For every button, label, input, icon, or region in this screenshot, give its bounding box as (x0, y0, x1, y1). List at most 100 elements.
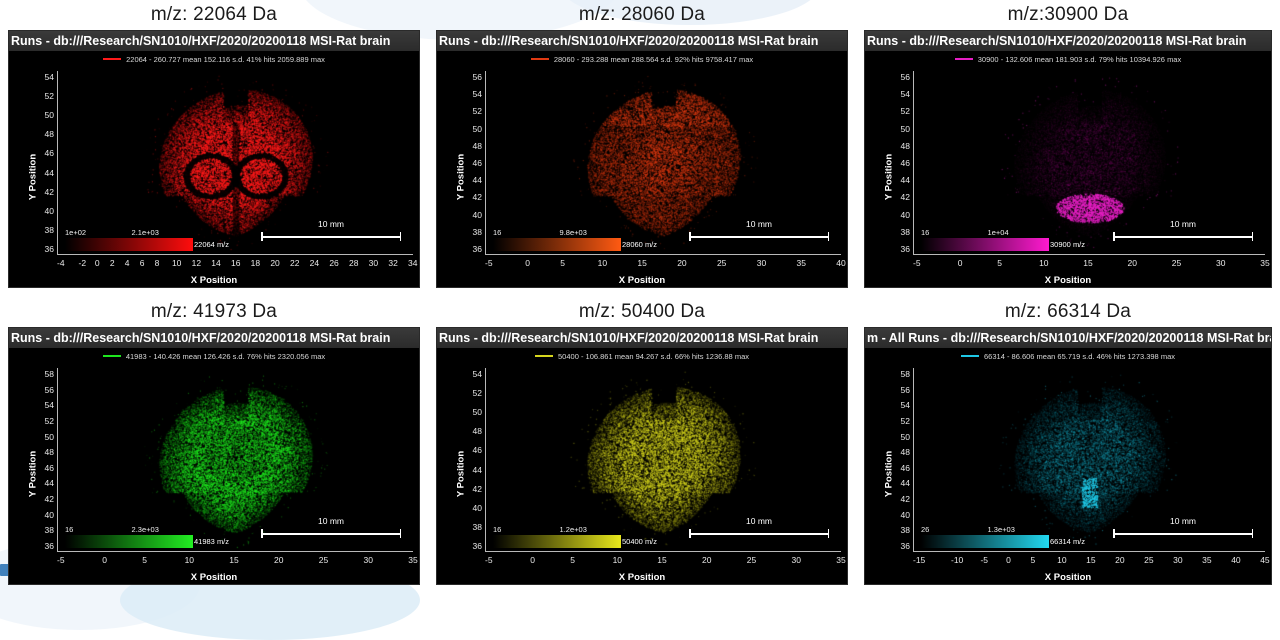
colorbar[interactable]: 26 1.3e+03 66314 m/z (921, 525, 1085, 548)
x-tick-label: 45 (1260, 555, 1270, 565)
x-tick-label: -4 (57, 258, 65, 268)
x-tick-label: 40 (1231, 555, 1241, 565)
y-tick-label: 48 (900, 140, 910, 151)
panel-title: m/z: 28060 Da (578, 4, 706, 25)
x-tick-label: 15 (229, 555, 239, 565)
x-tick-label: 22 (289, 258, 300, 268)
y-tick-label: 40 (900, 209, 910, 220)
ion-image-canvas[interactable] (486, 368, 841, 551)
x-axis-label: X Position (190, 275, 238, 286)
window-title-bar: Runs - db:///Research/SN1010/HXF/2020/20… (9, 31, 419, 51)
x-axis-line (913, 551, 1265, 552)
y-tick-label: 36 (900, 540, 910, 551)
y-tick-label: 36 (472, 243, 482, 254)
colorbar-min-label: 26 (921, 525, 930, 534)
x-tick-label: 2 (109, 258, 115, 268)
panel-grid: m/z: 22064 Da Runs - db:///Research/SN10… (0, 4, 1272, 594)
y-tick-label: 58 (44, 369, 54, 379)
scale-bar: 10 mm (261, 219, 401, 241)
ion-image-panel: m/z: 50400 Da Runs - db:///Research/SN10… (428, 297, 856, 594)
colorbar-min-label: 16 (65, 525, 74, 534)
colorbar[interactable]: 1e+02 2.1e+03 22064 m/z (65, 228, 229, 251)
y-tick-label: 40 (900, 509, 910, 520)
panel-title: m/z: 66314 Da (1004, 301, 1132, 322)
x-tick-label: 34 (408, 258, 418, 268)
y-tick-label: 52 (472, 388, 482, 399)
x-tick-label: 0 (530, 555, 535, 565)
brain-tissue-image (58, 368, 413, 551)
plot-window[interactable]: Runs - db:///Research/SN1010/HXF/2020/20… (864, 30, 1272, 288)
panel-title: m/z: 22064 Da (150, 4, 278, 25)
x-axis-line (485, 551, 841, 552)
ion-image-canvas[interactable] (914, 71, 1265, 254)
plot-window[interactable]: m - All Runs - db:///Research/SN1010/HXF… (864, 327, 1272, 585)
x-tick-labels: -5 0 5 10 15 20 25 30 35 40 (485, 257, 846, 269)
ion-image-canvas[interactable] (486, 71, 841, 254)
axes: Y Position 58 56 54 52 50 48 46 44 42 40 38 36 26 1… (865, 364, 1271, 584)
x-tick-label: 10 (612, 555, 623, 565)
colorbar[interactable]: 16 2.3e+03 41983 m/z (65, 525, 229, 548)
y-tick-label: 38 (900, 226, 910, 237)
colorbar-max-label: 1.2e+03 (559, 525, 587, 534)
ion-image-panel: m/z: 41973 Da Runs - db:///Research/SN10… (0, 297, 428, 594)
x-tick-label: 5 (570, 555, 575, 565)
x-tick-label: -5 (980, 555, 989, 565)
y-axis-line (913, 71, 914, 255)
axes: Y Position 54 52 50 48 46 44 42 40 38 36 1e+02 2.… (9, 67, 419, 287)
plot-window[interactable]: Runs - db:///Research/SN1010/HXF/2020/20… (436, 327, 848, 585)
y-tick-label: 42 (900, 192, 910, 203)
y-tick-label: 44 (900, 175, 910, 186)
y-tick-label: 52 (44, 415, 54, 426)
plot-window[interactable]: Runs - db:///Research/SN1010/HXF/2020/20… (436, 30, 848, 288)
y-tick-label: 38 (44, 224, 54, 235)
scale-bar-rule (261, 529, 401, 538)
axes: Y Position 56 54 52 50 48 46 44 42 40 38 36 16 9.8… (437, 67, 847, 287)
x-tick-label: 15 (1083, 258, 1093, 268)
y-tick-label: 48 (472, 426, 482, 437)
ion-image-canvas[interactable] (914, 368, 1265, 551)
plot-window[interactable]: Runs - db:///Research/SN1010/HXF/2020/20… (8, 327, 420, 585)
x-tick-label: 16 (230, 258, 241, 268)
legend-stats-text: 28060 - 293.288 mean 288.564 s.d. 92% hi… (553, 54, 754, 64)
axes: Y Position 54 52 50 48 46 44 42 40 38 36 16 1.2e+… (437, 364, 847, 584)
y-tick-label: 42 (472, 483, 482, 494)
colorbar-tick-labels: 1e+02 2.1e+03 (65, 228, 193, 238)
colorbar-tick-labels: 16 2.3e+03 (65, 525, 193, 535)
colorbar[interactable]: 16 9.8e+03 28060 m/z (493, 228, 657, 251)
legend-color-swatch (103, 58, 122, 60)
plot-window[interactable]: Runs - db:///Research/SN1010/HXF/2020/20… (8, 30, 420, 288)
ion-image-canvas[interactable] (58, 71, 413, 254)
colorbar-tick-labels: 16 1.2e+03 (493, 525, 621, 535)
x-tick-label: 10 (1057, 555, 1067, 565)
y-tick-labels: 58 56 54 52 50 48 46 44 42 40 38 36 (23, 370, 57, 550)
y-tick-label: 46 (472, 157, 482, 168)
x-tick-label: 25 (746, 555, 757, 565)
colorbar[interactable]: 16 1.2e+03 50400 m/z (493, 525, 657, 548)
y-tick-label: 38 (44, 525, 54, 536)
y-tick-labels: 58 56 54 52 50 48 46 44 42 40 38 36 (879, 370, 913, 550)
x-tick-label: 24 (309, 258, 320, 268)
y-tick-label: 54 (900, 89, 910, 100)
y-tick-label: 44 (44, 167, 54, 178)
y-tick-label: 42 (900, 494, 910, 504)
x-tick-label: 0 (1006, 555, 1011, 565)
x-axis-line (913, 254, 1265, 255)
series-legend: 30900 - 132.606 mean 181.903 s.d. 79% hi… (865, 52, 1271, 66)
y-tick-label: 56 (900, 72, 910, 82)
colorbar[interactable]: 16 1e+04 30900 m/z (921, 228, 1085, 251)
x-tick-label: 10 (1039, 258, 1049, 268)
x-tick-label: 0 (102, 555, 107, 565)
colorbar-gradient (493, 238, 621, 251)
scale-bar-rule (261, 232, 401, 241)
window-title-bar: Runs - db:///Research/SN1010/HXF/2020/20… (9, 328, 419, 348)
series-legend: 50400 - 106.861 mean 94.267 s.d. 66% hit… (437, 349, 847, 363)
colorbar-label: 22064 m/z (194, 240, 230, 249)
x-tick-label: 12 (191, 258, 202, 268)
y-tick-label: 52 (472, 106, 482, 117)
x-tick-label: 5 (560, 258, 565, 268)
ion-image-canvas[interactable] (58, 368, 413, 551)
colorbar-label: 50400 m/z (622, 537, 658, 546)
colorbar-min-label: 16 (921, 228, 930, 237)
series-legend: 66314 - 86.606 mean 65.719 s.d. 46% hits… (865, 349, 1271, 363)
x-axis-label: X Position (190, 572, 238, 583)
